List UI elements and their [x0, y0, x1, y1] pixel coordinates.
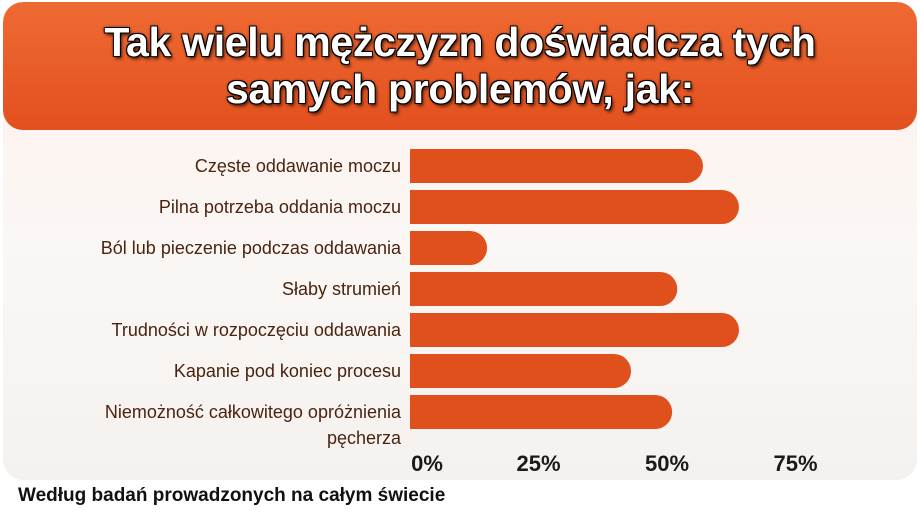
category-label: Słaby strumień — [282, 279, 401, 299]
category-label: Niemożność całkowitego opróżnienia pęcher… — [105, 402, 402, 448]
category-label: Częste oddawanie moczu — [195, 156, 401, 176]
category-label: Trudności w rozpoczęciu oddawania — [112, 320, 402, 340]
source-note: Według badań prowadzonych na całym świec… — [18, 485, 446, 506]
bar — [410, 395, 673, 429]
chart-card: Tak wielu mężczyzn doświadcza tych samyc… — [3, 2, 917, 480]
bar — [410, 272, 678, 306]
bar — [410, 149, 703, 183]
bar — [410, 354, 632, 388]
x-tick-label: 25% — [516, 451, 560, 476]
chart-title: Tak wielu mężczyzn doświadcza tych samyc… — [104, 19, 816, 112]
x-tick-label: 0% — [411, 451, 443, 476]
category-label: Kapanie pod koniec procesu — [174, 361, 401, 381]
bar — [410, 190, 739, 224]
title-banner: Tak wielu mężczyzn doświadcza tych samyc… — [3, 2, 917, 130]
bar-chart: Częste oddawanie moczu Pilna potrzeba odd… — [101, 149, 818, 476]
category-label: Pilna potrzeba oddania moczu — [159, 197, 401, 217]
category-label: Ból lub pieczenie podczas oddawania — [101, 238, 402, 258]
x-tick-label: 75% — [773, 451, 817, 476]
bar — [410, 231, 488, 265]
bar — [410, 313, 739, 347]
x-tick-label: 50% — [645, 451, 689, 476]
